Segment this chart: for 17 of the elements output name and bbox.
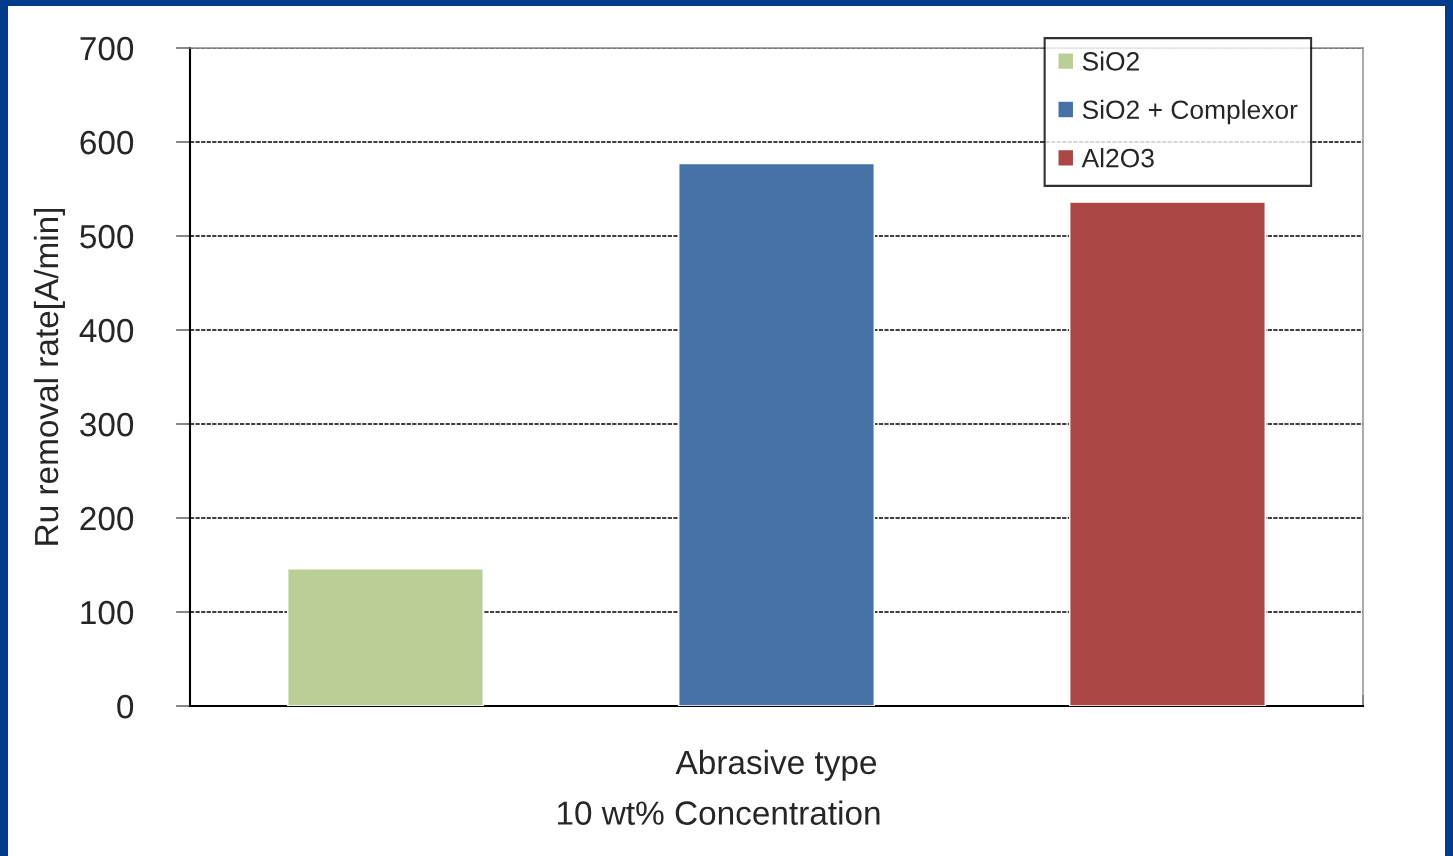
y-axis-title: Ru removal rate[A/min] <box>33 208 65 545</box>
y-tick-label: 0 <box>117 694 134 719</box>
y-tick-label: 200 <box>80 506 134 531</box>
legend-label: SiO2 + Complexor <box>1082 99 1298 125</box>
y-tick-label: 100 <box>81 600 134 625</box>
legend-label: Al2O3 <box>1081 148 1154 168</box>
y-tick-label: 700 <box>80 36 134 61</box>
text: 10 wt% Concentration <box>558 800 880 825</box>
y-tick-label: 400 <box>79 318 134 343</box>
y-tick-label: 300 <box>80 412 134 437</box>
y-tick-label: 500 <box>80 224 134 249</box>
x-axis-title: Abrasive type <box>675 749 876 781</box>
bar <box>678 162 875 706</box>
bar <box>1069 201 1266 706</box>
legend-label: SiO2 <box>1082 51 1139 71</box>
bar <box>287 568 484 706</box>
y-tick-label: 600 <box>80 130 134 155</box>
